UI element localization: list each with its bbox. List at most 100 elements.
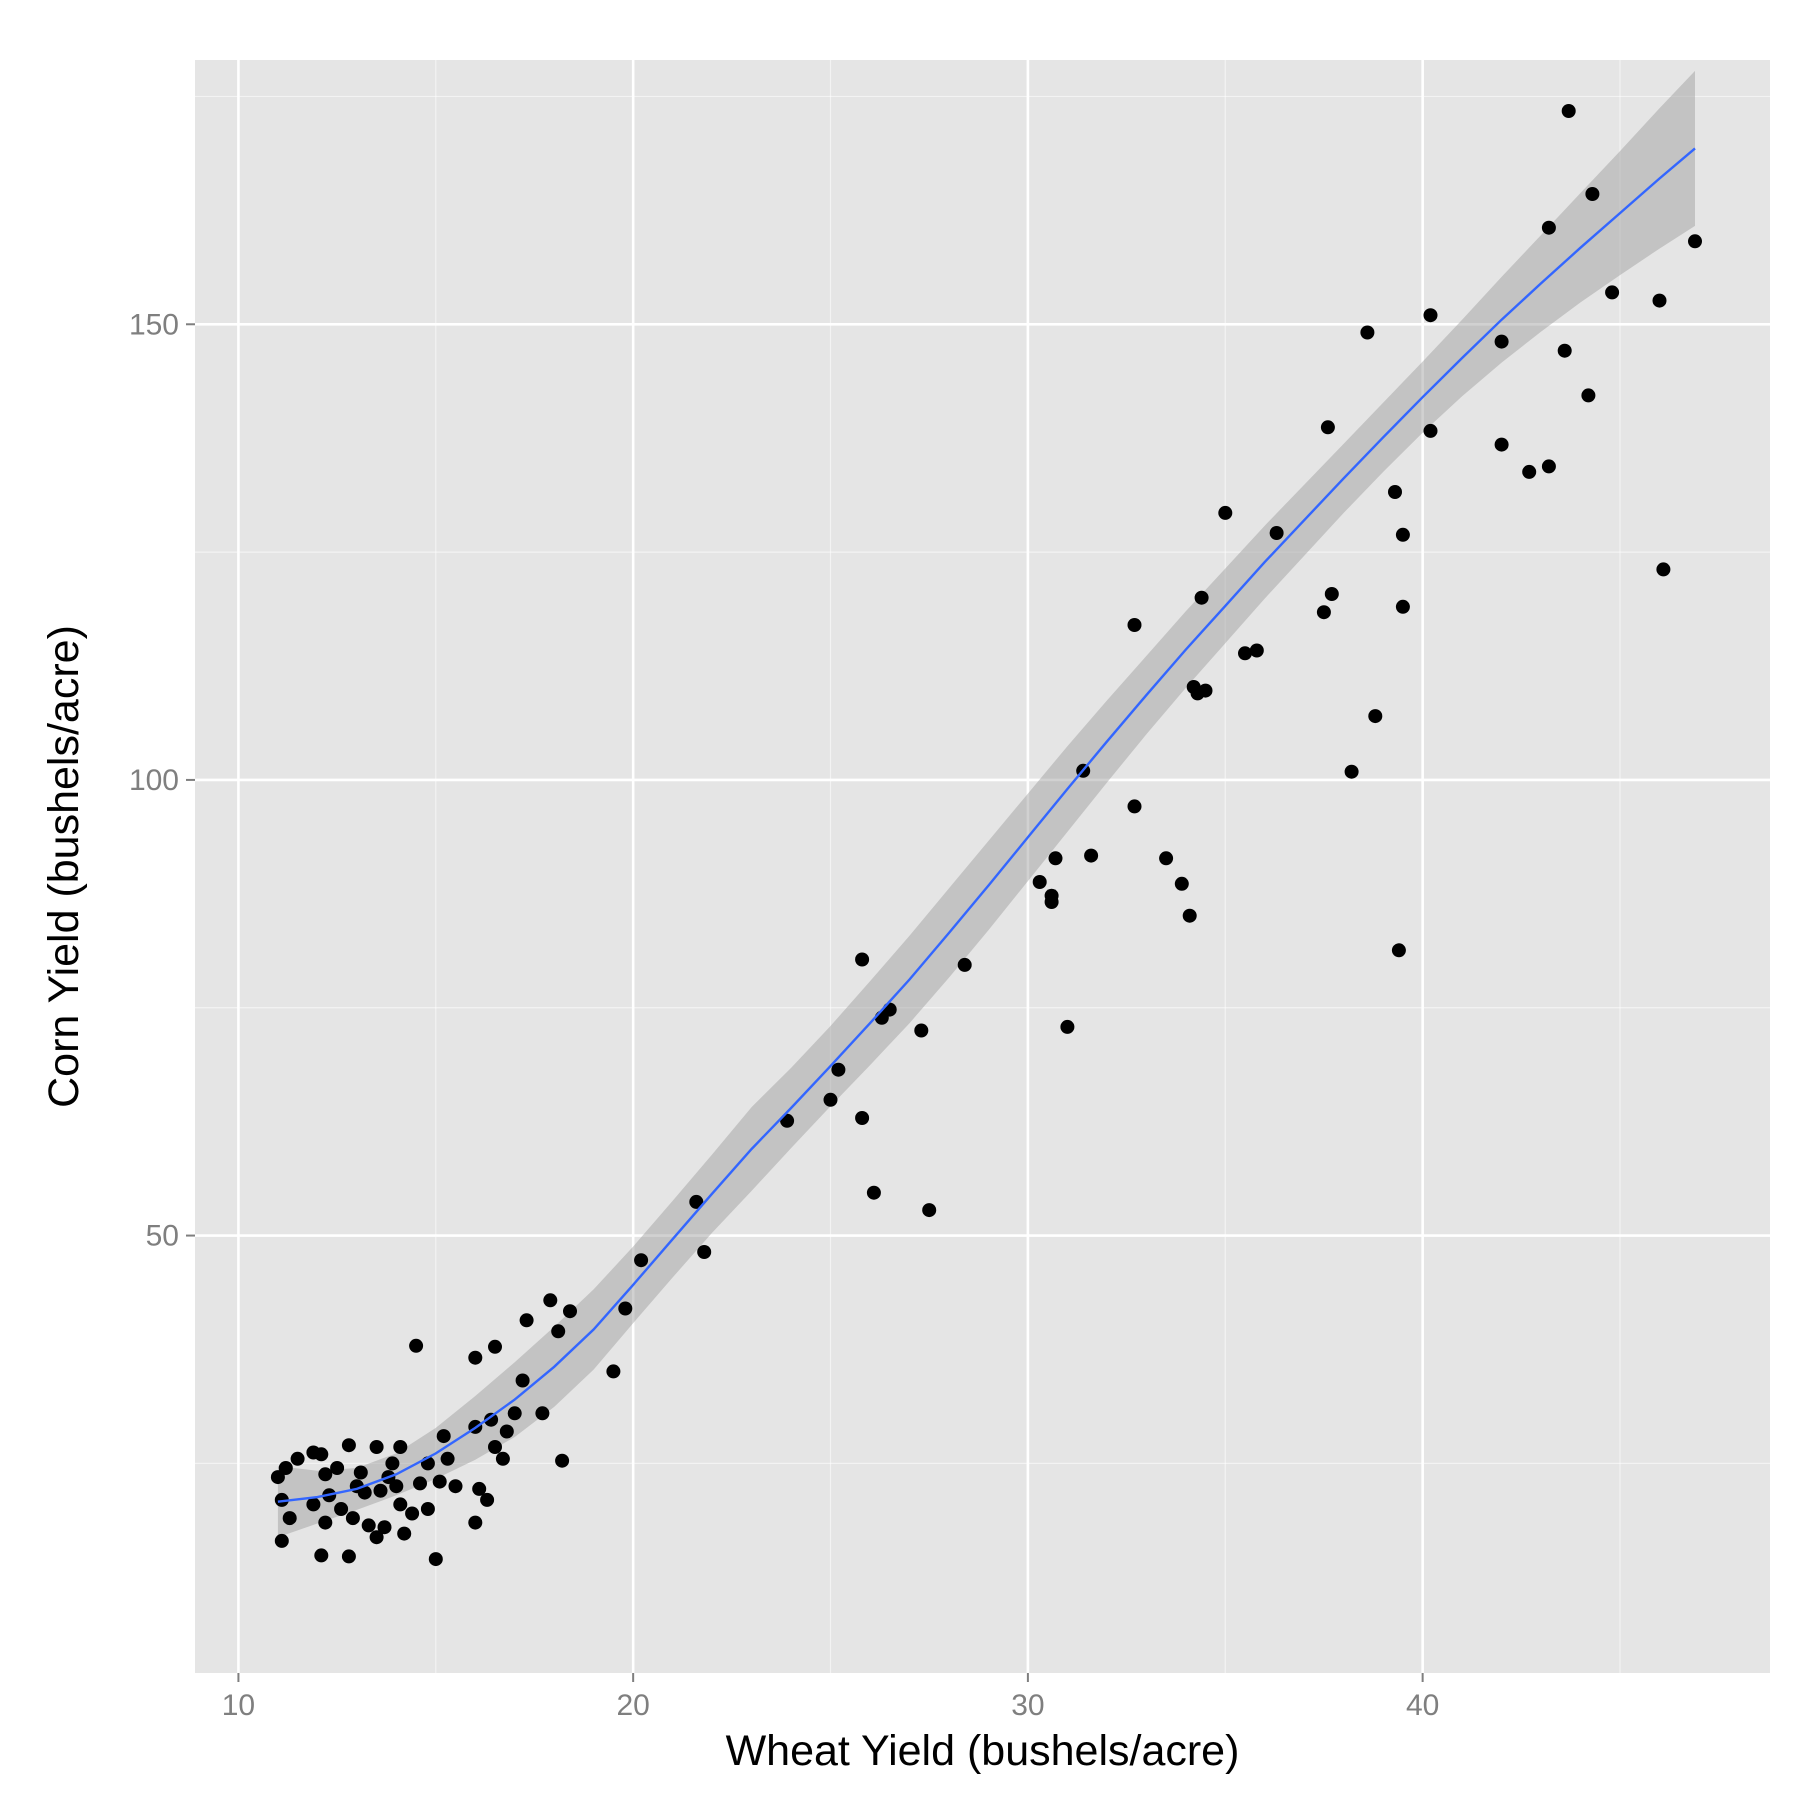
data-point <box>1127 618 1142 632</box>
data-point <box>1652 293 1667 308</box>
data-point <box>393 1440 408 1454</box>
data-point <box>535 1406 550 1421</box>
data-point <box>1182 908 1197 923</box>
data-point <box>428 1552 443 1567</box>
data-point <box>618 1301 633 1316</box>
data-point <box>914 1023 929 1038</box>
y-tick-label: 150 <box>129 308 179 341</box>
data-point <box>1218 505 1233 520</box>
data-point <box>1395 527 1410 542</box>
data-point <box>488 1440 502 1454</box>
data-point <box>1522 464 1537 479</box>
data-point <box>499 1424 514 1439</box>
data-point <box>507 1406 522 1421</box>
data-point <box>1541 220 1556 235</box>
y-axis-ticks: 50 100 150 <box>129 308 195 1253</box>
x-tick-label: 30 <box>1011 1689 1044 1722</box>
data-point <box>353 1465 368 1480</box>
data-point <box>1174 876 1189 891</box>
data-point <box>270 1470 285 1485</box>
data-point <box>389 1479 404 1494</box>
data-point <box>393 1497 408 1512</box>
data-point <box>697 1245 712 1259</box>
data-point <box>922 1203 937 1218</box>
data-point <box>377 1520 392 1535</box>
data-point <box>306 1497 321 1512</box>
data-point <box>1605 285 1620 300</box>
data-point <box>405 1506 420 1521</box>
data-point <box>551 1324 566 1339</box>
y-tick-label: 100 <box>129 764 179 797</box>
data-point <box>472 1481 487 1496</box>
data-point <box>831 1062 846 1077</box>
data-point <box>1557 343 1572 358</box>
data-point <box>488 1339 502 1354</box>
data-point <box>1060 1019 1075 1034</box>
data-point <box>413 1476 427 1491</box>
minor-gridlines <box>195 60 1770 1673</box>
data-point <box>866 1185 881 1200</box>
data-point <box>484 1412 499 1427</box>
data-point <box>357 1485 372 1500</box>
data-point <box>1238 646 1252 661</box>
data-point <box>1395 599 1410 614</box>
x-tick-label: 10 <box>222 1689 255 1722</box>
data-point <box>1688 234 1702 249</box>
data-point <box>369 1440 384 1454</box>
data-point <box>1368 709 1383 724</box>
data-point <box>385 1456 400 1471</box>
data-point <box>448 1479 463 1494</box>
data-point <box>519 1313 534 1328</box>
data-point <box>397 1526 412 1541</box>
data-point <box>318 1515 333 1530</box>
data-point <box>555 1453 570 1468</box>
data-point <box>409 1338 424 1353</box>
data-point <box>468 1515 483 1530</box>
data-point <box>1269 526 1284 540</box>
data-point <box>1127 799 1142 814</box>
data-point <box>823 1092 838 1107</box>
data-point <box>1494 334 1509 349</box>
data-point <box>1388 485 1402 499</box>
data-point <box>318 1467 333 1482</box>
y-axis-title: Corn Yield (bushels/acre) <box>40 625 88 1108</box>
data-point <box>855 1111 870 1125</box>
data-point <box>1423 423 1438 438</box>
data-point <box>1316 605 1331 620</box>
data-point <box>1198 683 1213 698</box>
data-point <box>436 1429 451 1444</box>
data-point <box>278 1461 293 1475</box>
data-point <box>440 1451 455 1466</box>
data-point <box>1194 590 1209 605</box>
data-point <box>468 1350 483 1365</box>
data-point <box>1423 308 1438 323</box>
data-point <box>480 1492 495 1507</box>
data-point <box>345 1511 360 1526</box>
data-point <box>634 1253 649 1268</box>
data-point <box>420 1502 435 1516</box>
data-point <box>330 1461 345 1475</box>
plot-panel <box>195 60 1770 1673</box>
data-point <box>563 1304 577 1319</box>
data-point <box>274 1492 289 1507</box>
x-tick-label: 40 <box>1406 1689 1439 1722</box>
data-point <box>1494 437 1509 452</box>
data-point <box>373 1483 388 1498</box>
data-point <box>1324 587 1339 601</box>
data-point <box>1048 851 1063 866</box>
data-point <box>606 1364 621 1379</box>
data-point <box>341 1438 356 1453</box>
data-point <box>1541 459 1556 474</box>
data-point <box>689 1194 704 1209</box>
x-tick-label: 20 <box>616 1689 649 1722</box>
data-point <box>495 1451 510 1466</box>
data-point <box>515 1373 530 1388</box>
x-axis-ticks: 10 20 30 40 <box>222 1673 1439 1722</box>
data-point <box>1585 187 1600 201</box>
data-point <box>882 1002 897 1017</box>
data-point <box>314 1548 329 1563</box>
major-gridlines <box>195 60 1770 1673</box>
x-axis-title: Wheat Yield (bushels/acre) <box>726 1727 1240 1775</box>
data-point <box>1391 943 1406 958</box>
